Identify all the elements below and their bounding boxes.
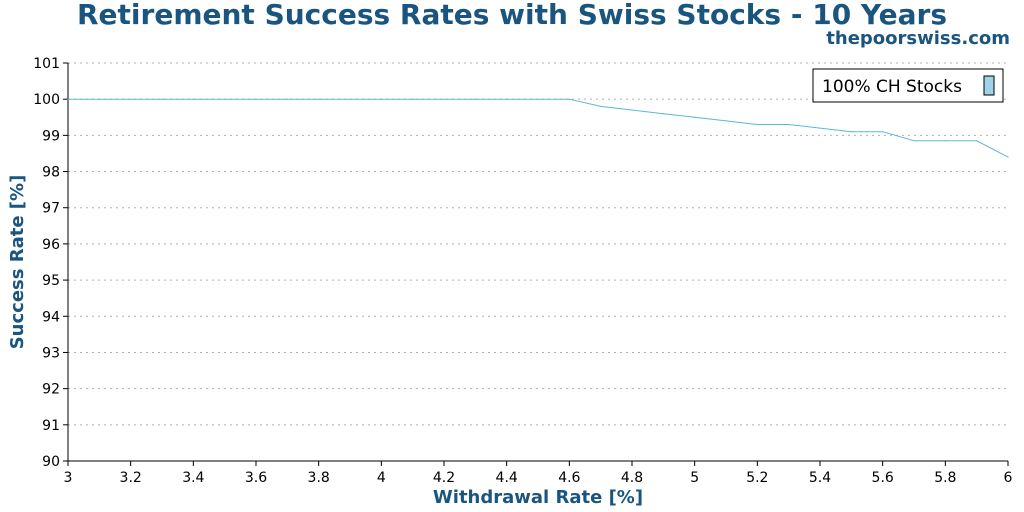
x-tick-label: 3.6 xyxy=(245,470,267,486)
y-tick-label: 99 xyxy=(42,128,60,144)
data-point xyxy=(318,98,320,100)
legend-box xyxy=(812,68,1004,103)
data-point xyxy=(631,109,633,111)
x-tick-label: 5.8 xyxy=(934,470,956,486)
y-tick-label: 95 xyxy=(42,273,60,289)
data-point xyxy=(944,140,946,142)
data-point xyxy=(380,98,382,100)
x-tick-label: 5.4 xyxy=(809,470,831,486)
data-point xyxy=(224,98,226,100)
data-point xyxy=(850,131,852,133)
data-point xyxy=(568,98,570,100)
data-point xyxy=(913,140,915,142)
data-point xyxy=(67,98,69,100)
y-tick-label: 100 xyxy=(33,92,60,108)
y-tick-label: 98 xyxy=(42,165,60,181)
legend-swatch xyxy=(983,75,995,96)
y-axis-title: Success Rate [%] xyxy=(7,175,28,350)
data-point xyxy=(98,98,100,100)
data-point xyxy=(161,98,163,100)
y-tick-label: 94 xyxy=(42,309,60,325)
data-point xyxy=(506,98,508,100)
data-point xyxy=(412,98,414,100)
data-point xyxy=(976,140,978,142)
x-tick-label: 5 xyxy=(690,470,699,486)
chart-title: Retirement Success Rates with Swiss Stoc… xyxy=(77,0,947,31)
x-tick-label: 3.8 xyxy=(308,470,330,486)
y-tick-label: 93 xyxy=(42,345,60,361)
legend: 100% CH Stocks xyxy=(812,68,1004,103)
x-tick-label: 4 xyxy=(377,470,386,486)
x-tick-label: 5.2 xyxy=(746,470,768,486)
y-tick-label: 90 xyxy=(42,454,60,470)
x-tick-label: 3.4 xyxy=(182,470,204,486)
ticks: 90 91 92 93 94 95 96 97 98 99 100 101 3 3.2 3.4 3.6 3.8 4… xyxy=(33,56,1012,486)
legend-label: 100% CH Stocks xyxy=(822,77,962,97)
x-axis-title: Withdrawal Rate [%] xyxy=(433,487,643,508)
data-point xyxy=(192,98,194,100)
x-tick-label: 3.2 xyxy=(120,470,142,486)
data-point xyxy=(819,127,821,129)
x-tick-label: 5.6 xyxy=(872,470,894,486)
y-tick-label: 92 xyxy=(42,382,60,398)
data-point xyxy=(130,98,132,100)
axes xyxy=(67,63,1008,462)
data-point xyxy=(474,98,476,100)
series-line xyxy=(68,98,1009,158)
y-tick-label: 96 xyxy=(42,237,60,253)
data-point xyxy=(725,120,727,122)
x-tick-label: 4.2 xyxy=(433,470,455,486)
y-tick-label: 91 xyxy=(42,418,60,434)
x-tick-label: 4.8 xyxy=(621,470,643,486)
y-tick-label: 101 xyxy=(33,56,60,72)
y-tick-label: 97 xyxy=(42,201,60,217)
data-point xyxy=(1007,156,1009,158)
x-tick-label: 4.6 xyxy=(558,470,580,486)
data-point xyxy=(788,123,790,126)
data-point xyxy=(662,113,664,115)
x-tick-label: 3 xyxy=(64,470,73,486)
data-point xyxy=(882,131,884,133)
data-point xyxy=(600,105,602,108)
data-point xyxy=(349,98,351,100)
data-point xyxy=(286,98,288,100)
data-point xyxy=(694,116,696,118)
data-point xyxy=(756,123,758,126)
x-tick-label: 4.4 xyxy=(496,470,518,486)
series-layer xyxy=(67,98,1009,158)
data-point xyxy=(537,98,539,100)
data-point xyxy=(255,98,257,100)
data-point xyxy=(443,98,445,100)
grid-lines xyxy=(68,62,1008,426)
chart-subtitle: thepoorswiss.com xyxy=(826,28,1010,49)
x-tick-label: 6 xyxy=(1004,470,1013,486)
